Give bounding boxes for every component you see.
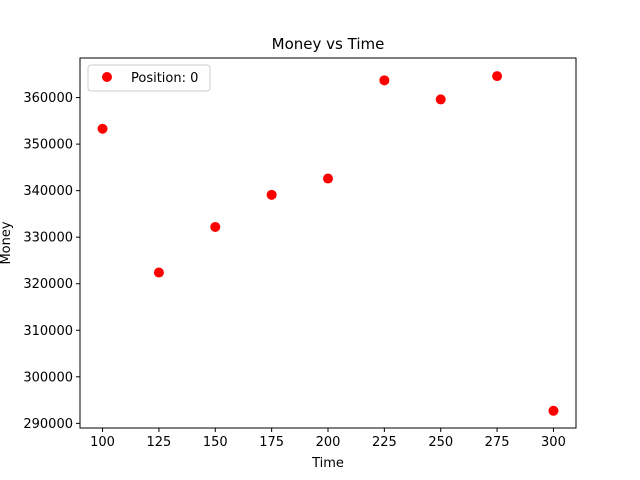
chart-title: Money vs Time: [272, 35, 385, 53]
plot-area: [80, 58, 576, 428]
data-point: [435, 94, 446, 105]
data-point: [492, 71, 503, 82]
plot-frame: [79, 57, 577, 429]
y-tick-label: 290000: [23, 417, 73, 432]
data-point: [323, 173, 333, 184]
y-tick-label: 320000: [23, 277, 73, 292]
x-tick-label: 175: [259, 435, 284, 450]
x-tick-label: 125: [146, 435, 171, 450]
data-point: [266, 189, 277, 200]
y-tick-label: 300000: [23, 370, 73, 385]
y-tick-label: 310000: [23, 324, 73, 339]
x-axis-ticks: 100 125 150 175 200 225 250 275 300: [90, 428, 566, 450]
y-axis-ticks: 290000 300000 310000 320000 330000 340000 3500…: [23, 91, 80, 432]
y-tick-label: 350000: [23, 138, 73, 153]
legend-box: [87, 64, 211, 92]
legend-marker: [102, 72, 112, 82]
data-point: [153, 267, 164, 278]
data-point: [379, 75, 390, 86]
legend: Position: 0: [87, 64, 211, 92]
data-point: [548, 405, 559, 416]
x-tick-label: 300: [541, 435, 566, 450]
x-tick-label: 150: [203, 435, 228, 450]
legend-label: Position: 0: [131, 71, 198, 86]
y-tick-label: 360000: [23, 91, 73, 106]
data-point: [210, 221, 221, 232]
x-axis-label: Time: [311, 456, 344, 471]
data-point: [97, 123, 108, 134]
data-points: [97, 71, 559, 416]
x-tick-label: 225: [372, 435, 397, 450]
x-tick-label: 200: [316, 435, 341, 450]
x-tick-label: 275: [485, 435, 510, 450]
y-axis-label: Money: [0, 221, 14, 264]
y-tick-label: 340000: [23, 184, 73, 199]
x-tick-label: 100: [90, 435, 115, 450]
x-tick-label: 250: [428, 435, 453, 450]
y-tick-label: 330000: [23, 231, 73, 246]
